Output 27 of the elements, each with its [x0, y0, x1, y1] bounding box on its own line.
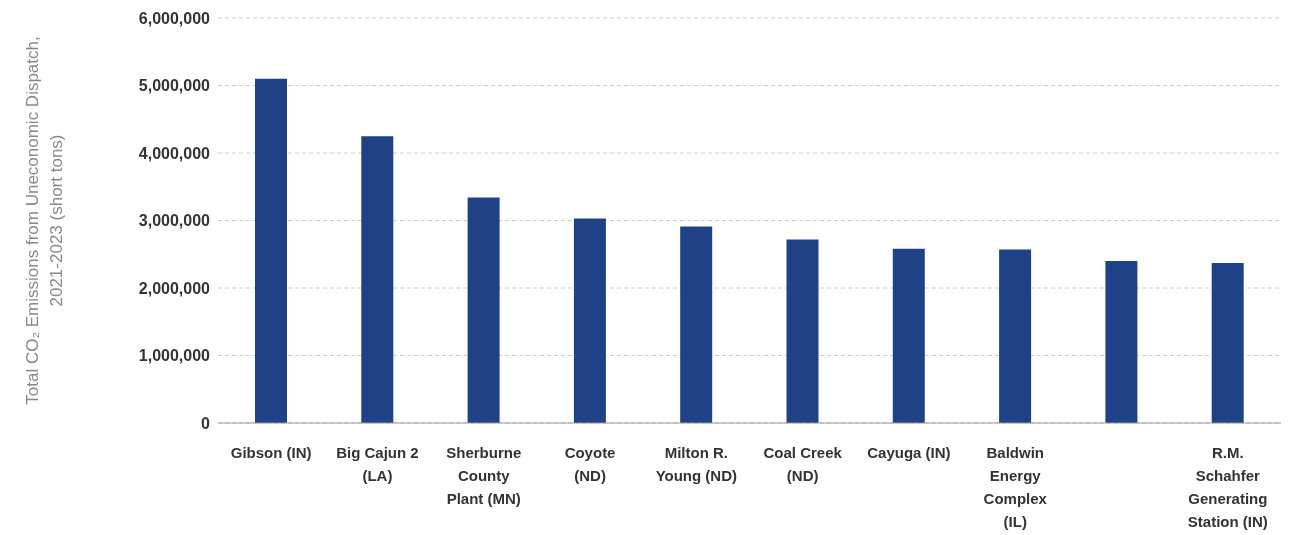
bar: [361, 136, 394, 423]
x-tick-label: Coyote (ND): [564, 443, 616, 484]
x-tick-label: Milton R. Young (ND): [655, 443, 738, 484]
y-tick-label: 4,000,000: [138, 144, 211, 162]
y-tick-label: 6,000,000: [138, 9, 211, 27]
y-tick-label: 3,000,000: [138, 212, 211, 230]
x-tick-label: Cayuga (IN): [867, 443, 951, 461]
y-tick-label: 0: [201, 414, 211, 432]
x-tick-label: Big Cajun 2 (LA): [336, 443, 419, 484]
bar: [1211, 263, 1244, 423]
y-tick-label: 5,000,000: [138, 77, 211, 95]
bar: [1105, 261, 1138, 423]
bar: [999, 249, 1032, 423]
bar: [680, 226, 713, 423]
x-tick-label: R.M. Schahfer Generating Station (IN): [1187, 443, 1268, 530]
x-tick-label: Gibson (IN): [230, 443, 312, 461]
bar: [786, 239, 819, 423]
bar: [573, 218, 606, 423]
y-axis-title: Total CO₂ Emissions from Uneconomic Dispatch, 2021-2023 (short tons): [23, 36, 66, 405]
bar: [467, 197, 500, 423]
x-tick-label: Baldwin Energy Complex (IL): [983, 443, 1048, 530]
bar: [255, 78, 287, 423]
y-tick-label: 2,000,000: [138, 279, 211, 297]
y-tick-label: 1,000,000: [138, 347, 211, 365]
x-tick-label: Coal Creek (ND): [763, 443, 843, 484]
x-tick-label: Sherburne County Plant (MN): [446, 443, 522, 507]
bar: [892, 248, 925, 423]
